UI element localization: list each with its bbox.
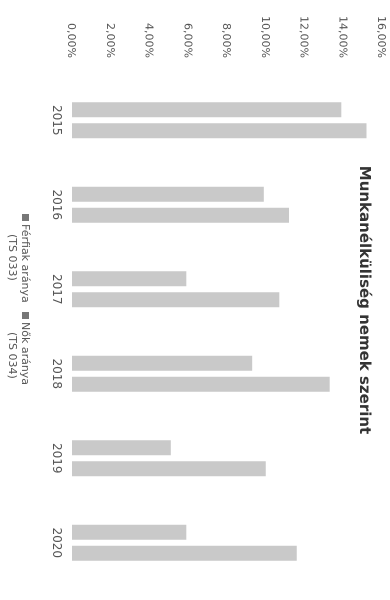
legend-label: Nők aránya(TS 034) [6,322,32,385]
bar-ferfiak-2018 [72,355,253,371]
x-tick-label: 2019 [50,443,64,474]
y-tick-label: 4,00% [143,23,156,58]
x-tick-label: 2017 [50,274,64,305]
y-tick-label: 14,00% [336,16,349,58]
bar-ferfiak-2016 [72,186,264,202]
chart-title: Munkanélküliség nemek szerint [356,166,374,434]
legend-swatch [22,214,29,221]
y-tick-label: 16,00% [375,16,388,58]
y-tick-label: 10,00% [259,16,272,58]
bar-ferfiak-2020 [72,524,187,540]
bar-nok-2020 [72,545,297,561]
bar-nok-2019 [72,461,266,477]
x-tick-label: 2020 [50,527,64,558]
bar-nok-2016 [72,207,289,223]
x-axis-labels: 2015 2016 2017 2018 2019 2020 [50,105,64,558]
y-tick-label: 6,00% [181,23,194,58]
legend-swatch [22,312,29,319]
bar-nok-2015 [72,123,367,139]
bar-nok-2017 [72,292,280,308]
y-tick-label: 0,00% [65,23,78,58]
x-tick-label: 2018 [50,358,64,389]
y-axis-ticks: 0,00% 2,00% 4,00% 6,00% 8,00% 10,00% 12,00% 14,… [65,16,388,58]
bar-nok-2018 [72,376,330,392]
legend-label: Férfiak aránya(TS 033) [6,224,32,303]
y-tick-label: 2,00% [104,23,117,58]
x-tick-label: 2015 [50,105,64,136]
bars [72,102,367,561]
x-tick-label: 2016 [50,189,64,220]
bar-ferfiak-2019 [72,440,171,456]
y-tick-label: 8,00% [220,23,233,58]
legend: Férfiak aránya(TS 033) Nők aránya(TS 034) [6,214,32,385]
y-tick-label: 12,00% [298,16,311,58]
bar-ferfiak-2015 [72,102,342,118]
bar-ferfiak-2017 [72,271,187,287]
